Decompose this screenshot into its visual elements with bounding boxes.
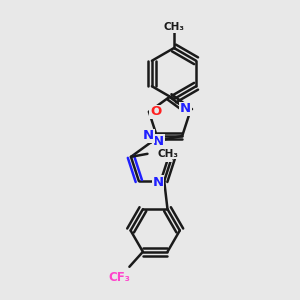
Text: N: N — [160, 149, 172, 162]
Text: N: N — [153, 176, 164, 189]
Text: CH₃: CH₃ — [164, 22, 184, 32]
Text: CH₃: CH₃ — [157, 149, 178, 159]
Text: N: N — [180, 102, 191, 115]
Text: N: N — [153, 135, 164, 148]
Text: N: N — [143, 129, 154, 142]
Text: O: O — [150, 105, 161, 118]
Text: CF₃: CF₃ — [108, 271, 130, 284]
